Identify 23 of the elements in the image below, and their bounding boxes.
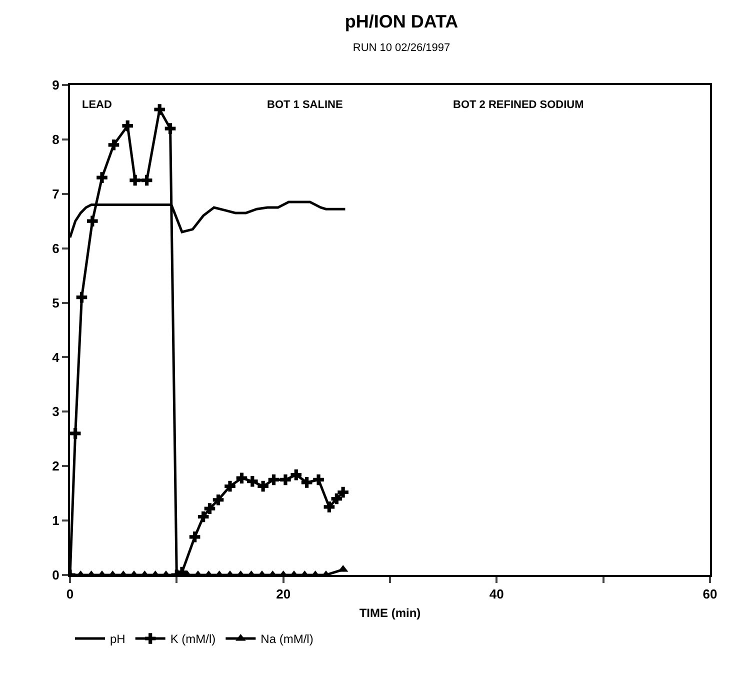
x-tick-label: 0 [66,586,74,602]
legend-label: Na (mM/l) [260,632,314,646]
y-tick-label: 0 [52,568,60,583]
y-tick-label: 1 [52,513,60,528]
y-tick-label: 9 [52,78,60,93]
y-tick-label: 6 [52,240,60,256]
annotation: BOT 1 SALINE [267,99,343,111]
chart-title: pH/ION DATA [344,11,458,32]
y-tick-label: 8 [52,132,60,147]
legend-label: pH [110,632,126,646]
annotation: LEAD [82,99,112,111]
y-tick-label: 2 [52,458,60,474]
x-axis-title: TIME (min) [359,606,421,620]
annotation: BOT 2 REFINED SODIUM [453,99,584,111]
x-tick-label: 40 [489,586,504,602]
legend-label: K (mM/l) [170,632,216,646]
x-tick-label: 20 [276,586,291,602]
y-tick-label: 3 [52,404,60,420]
y-tick-label: 4 [52,350,60,365]
chart-subtitle: RUN 10 02/26/1997 [352,42,450,54]
y-tick-label: 5 [52,295,60,310]
x-tick-label: 60 [702,586,718,602]
y-tick-label: 7 [52,186,60,202]
